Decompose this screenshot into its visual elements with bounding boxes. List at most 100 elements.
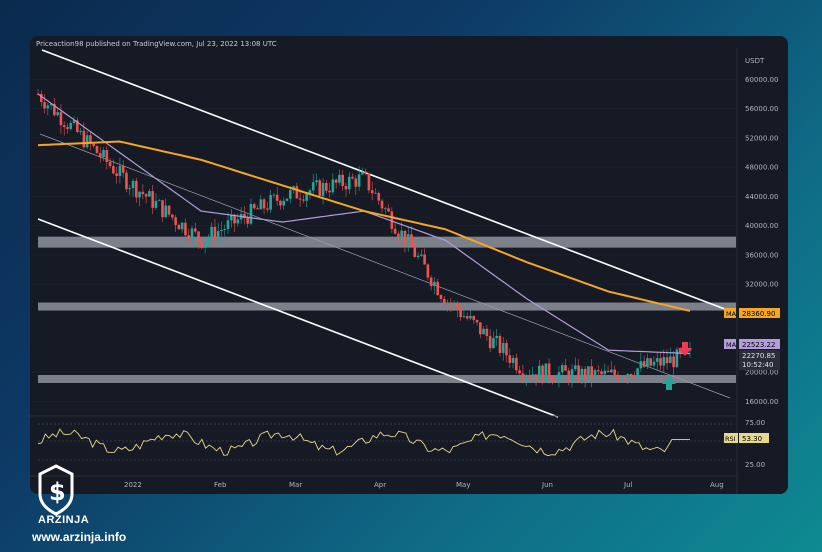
candle-body <box>633 376 636 378</box>
candle-body <box>613 369 616 375</box>
candle-body <box>272 194 276 196</box>
channel-upper-line <box>41 49 731 312</box>
price-tick-2: 52000.00 <box>745 134 778 142</box>
candle-body <box>216 231 220 241</box>
candle-body <box>449 302 453 305</box>
candle-body <box>328 190 331 193</box>
candle-body <box>46 105 50 109</box>
candle-body <box>498 335 502 353</box>
candle-body <box>161 200 164 218</box>
support-zones <box>38 236 736 384</box>
candle-body <box>465 316 469 319</box>
time-label-apr: Apr <box>374 481 386 489</box>
candle-body <box>72 120 76 124</box>
candle-body <box>351 176 354 179</box>
candle-body <box>616 374 620 381</box>
candle-body <box>249 204 253 224</box>
ma-slow-badge-label: MA <box>726 310 737 318</box>
rsi-badge-label: RSI <box>725 435 736 443</box>
candle-body <box>311 182 315 191</box>
candle-body <box>95 146 99 154</box>
candle-body <box>534 374 538 380</box>
candle-body <box>121 165 125 173</box>
arrow-down-icon <box>678 342 692 356</box>
candle-body <box>524 376 528 378</box>
candle-body <box>298 198 302 200</box>
price-axis-ticks: 60000.00 56000.00 52000.00 48000.00 44000.00… <box>745 76 778 406</box>
price-tick-4: 44000.00 <box>745 193 778 201</box>
candle-body <box>344 186 348 190</box>
candle-body <box>413 247 417 257</box>
candle-body <box>220 230 223 232</box>
support-zone-0 <box>38 236 736 248</box>
candle-body <box>623 377 626 379</box>
price-tick-8: 20000.00 <box>745 369 778 377</box>
candle-body <box>511 357 515 363</box>
candle-body <box>442 298 446 305</box>
candle-body <box>334 179 338 183</box>
candle-body <box>275 194 279 201</box>
candle-body <box>184 222 187 236</box>
time-label-mar: Mar <box>289 481 302 489</box>
price-tick-5: 40000.00 <box>745 222 778 230</box>
candle-body <box>577 365 580 381</box>
candle-body <box>383 208 387 210</box>
candle-body <box>154 200 158 208</box>
candle-body <box>148 191 151 197</box>
candle-body <box>574 365 577 370</box>
candle-body <box>482 328 485 335</box>
candle-body <box>593 370 597 379</box>
candle-body <box>177 224 181 230</box>
candle-body <box>547 363 551 379</box>
ma-slow-badge-value: 28360.90 <box>742 310 775 318</box>
candle-body <box>554 380 557 382</box>
candle-body <box>354 178 358 187</box>
candle-body <box>112 166 115 174</box>
website-link[interactable]: www.arzinja.info <box>32 530 127 544</box>
rsi-badge-value: 53.30 <box>742 435 762 443</box>
time-label-jul: Jul <box>623 481 633 489</box>
candle-body <box>649 358 652 366</box>
price-tick-6: 36000.00 <box>745 251 778 259</box>
candle-body <box>223 229 227 231</box>
rsi-line <box>37 428 690 457</box>
candles <box>36 88 692 388</box>
candle-body <box>171 214 174 218</box>
price-unit-label: USDT <box>745 57 765 65</box>
time-label-aug: Aug <box>710 481 724 489</box>
candle-body <box>207 237 210 242</box>
candle-body <box>308 190 312 194</box>
candle-body <box>105 149 109 162</box>
candle-body <box>59 112 63 126</box>
candle-body <box>157 200 161 202</box>
ma-fast-badge-value: 22523.22 <box>742 341 775 349</box>
candle-body <box>82 130 86 148</box>
candle-body <box>436 281 440 296</box>
candle-body <box>400 230 403 237</box>
candle-body <box>115 173 118 176</box>
channel-mid-line <box>39 133 731 399</box>
candle-body <box>570 369 574 381</box>
candle-body <box>472 315 476 320</box>
price-tick-9: 16000.00 <box>745 398 778 406</box>
candle-body <box>259 199 263 210</box>
candle-body <box>541 365 544 382</box>
candle-body <box>387 208 390 212</box>
candle-body <box>246 217 249 224</box>
candle-body <box>469 315 472 319</box>
candle-body <box>452 303 456 305</box>
candle-body <box>43 102 46 109</box>
ma-fast-badge: MA 22523.22 <box>724 339 780 349</box>
candle-body <box>79 130 82 132</box>
candle-body <box>606 370 610 373</box>
price-chart[interactable]: USDT 60000.00 56000.00 52000.00 48000.00 440… <box>30 36 788 494</box>
candle-body <box>377 192 381 201</box>
candle-body <box>501 343 505 353</box>
candle-body <box>315 180 318 183</box>
candle-body <box>252 204 256 209</box>
candle-body <box>544 363 548 382</box>
candle-body <box>256 208 259 210</box>
candle-body <box>285 198 289 201</box>
candle-body <box>138 191 141 198</box>
candle-body <box>243 213 246 218</box>
